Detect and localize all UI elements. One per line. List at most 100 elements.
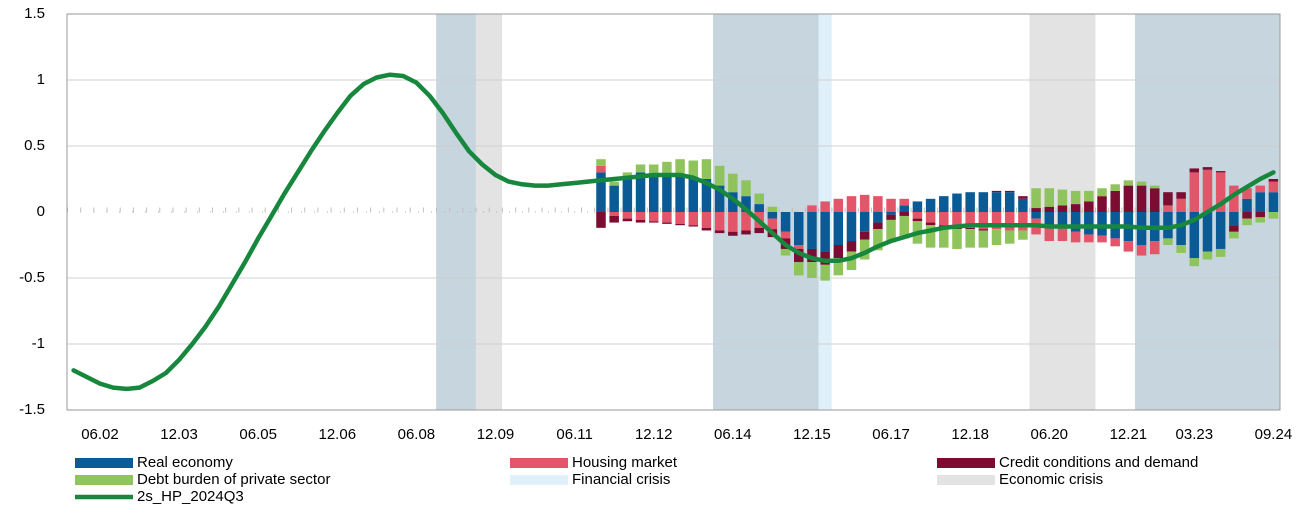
bar-segment bbox=[635, 212, 646, 220]
y-tick-label: 1 bbox=[37, 71, 45, 88]
line-series bbox=[71, 72, 1276, 392]
bar-segment bbox=[1163, 205, 1173, 212]
y-tick-label: -1.5 bbox=[19, 401, 45, 418]
bar-segment bbox=[609, 212, 619, 216]
bar-segment bbox=[1149, 185, 1160, 189]
bar-segment bbox=[1123, 180, 1134, 186]
bar-segment bbox=[1084, 190, 1094, 202]
bar-segment bbox=[886, 212, 896, 215]
x-tick-label: 12.15 bbox=[793, 426, 831, 443]
bar-segment bbox=[1044, 188, 1055, 207]
bar-segment bbox=[833, 245, 844, 259]
bar-segment bbox=[1215, 172, 1226, 212]
bar-segment bbox=[991, 190, 1002, 193]
bar-segment bbox=[899, 198, 909, 206]
bar-segment bbox=[1163, 212, 1173, 239]
bar-segment bbox=[807, 205, 817, 212]
bar-segment bbox=[1189, 258, 1200, 267]
bar-segment bbox=[1268, 192, 1279, 212]
bar-segment bbox=[728, 231, 738, 236]
bar-segment bbox=[714, 165, 725, 186]
bar-segment bbox=[635, 219, 646, 223]
bar-segment bbox=[622, 179, 633, 212]
bar-segment bbox=[754, 227, 764, 234]
bar-segment bbox=[1176, 212, 1186, 245]
bar-segment bbox=[1018, 230, 1028, 240]
bar-segment bbox=[1110, 184, 1120, 191]
bar-segment bbox=[1268, 181, 1279, 193]
bar-segment bbox=[833, 198, 844, 212]
bar-segment bbox=[794, 245, 804, 249]
bar-segment bbox=[925, 225, 936, 248]
bar-segment bbox=[873, 229, 883, 251]
bar-segment bbox=[1215, 248, 1226, 257]
y-tick-label: -0.5 bbox=[19, 269, 45, 286]
bar-segment bbox=[780, 231, 791, 239]
bar-segment bbox=[648, 164, 659, 176]
bar-segment bbox=[925, 222, 936, 226]
bar-segment bbox=[1176, 245, 1186, 253]
bar-segment bbox=[767, 218, 778, 230]
bar-segment bbox=[675, 159, 685, 176]
bar-segment bbox=[1070, 204, 1081, 212]
bar-segment bbox=[859, 212, 870, 232]
bar-segment bbox=[648, 175, 659, 212]
legend-label: Housing market bbox=[572, 454, 678, 471]
legend-label: Real economy bbox=[137, 454, 233, 471]
bar-segment bbox=[899, 215, 909, 239]
bar-segment bbox=[675, 175, 685, 212]
bar-segment bbox=[754, 204, 764, 212]
bar-segment bbox=[886, 219, 896, 243]
bar-segment bbox=[1097, 235, 1107, 243]
bar-segment bbox=[833, 258, 844, 276]
bar-segment bbox=[728, 173, 738, 193]
bar-segment bbox=[741, 180, 751, 197]
bar-segment bbox=[741, 212, 751, 231]
bar-segment bbox=[1242, 198, 1252, 212]
bar-segment bbox=[1057, 205, 1068, 212]
bar-segment bbox=[754, 193, 764, 205]
bar-segment bbox=[833, 212, 844, 245]
bar-segment bbox=[767, 212, 778, 219]
bar-segment bbox=[899, 212, 909, 216]
bar-segment bbox=[609, 181, 619, 186]
bar-segment bbox=[873, 222, 883, 230]
x-tick-label: 06.11 bbox=[556, 426, 592, 443]
bar-segment bbox=[1097, 188, 1107, 197]
bar-segment bbox=[965, 229, 975, 248]
bar-segment bbox=[807, 262, 817, 278]
bar-segment bbox=[1229, 225, 1239, 232]
bar-segment bbox=[965, 227, 975, 230]
bar-segment bbox=[886, 214, 896, 220]
bar-segment bbox=[596, 159, 606, 166]
bar-segment bbox=[714, 230, 725, 234]
bar-segment bbox=[807, 212, 817, 249]
bar-segment bbox=[609, 215, 619, 223]
bar-segment bbox=[728, 212, 738, 232]
bar-segment bbox=[820, 201, 830, 212]
bar-segment bbox=[635, 172, 646, 212]
bar-segment bbox=[1070, 190, 1081, 205]
bar-segment bbox=[1136, 185, 1147, 212]
bar-segment bbox=[635, 164, 646, 173]
bar-segment bbox=[1044, 212, 1055, 226]
bar-segment bbox=[662, 222, 672, 224]
y-tick-label: 1.5 bbox=[24, 5, 45, 22]
bar-segment bbox=[701, 179, 712, 212]
bar-segment bbox=[622, 212, 633, 219]
x-tick-label: 06.02 bbox=[81, 426, 119, 443]
bar-segment bbox=[648, 212, 659, 222]
bar-segment bbox=[741, 196, 751, 212]
bar-segment bbox=[1202, 167, 1213, 170]
bar-segment bbox=[1176, 192, 1186, 199]
bar-segment bbox=[1097, 196, 1107, 212]
bar-segment bbox=[952, 193, 962, 212]
bar-segment bbox=[873, 212, 883, 223]
bar-segment bbox=[1149, 241, 1160, 255]
bar-segment bbox=[1202, 169, 1213, 212]
bar-segment bbox=[596, 212, 606, 228]
bar-segment bbox=[846, 251, 857, 271]
bar-segment bbox=[991, 212, 1002, 230]
bar-segment bbox=[596, 165, 606, 173]
